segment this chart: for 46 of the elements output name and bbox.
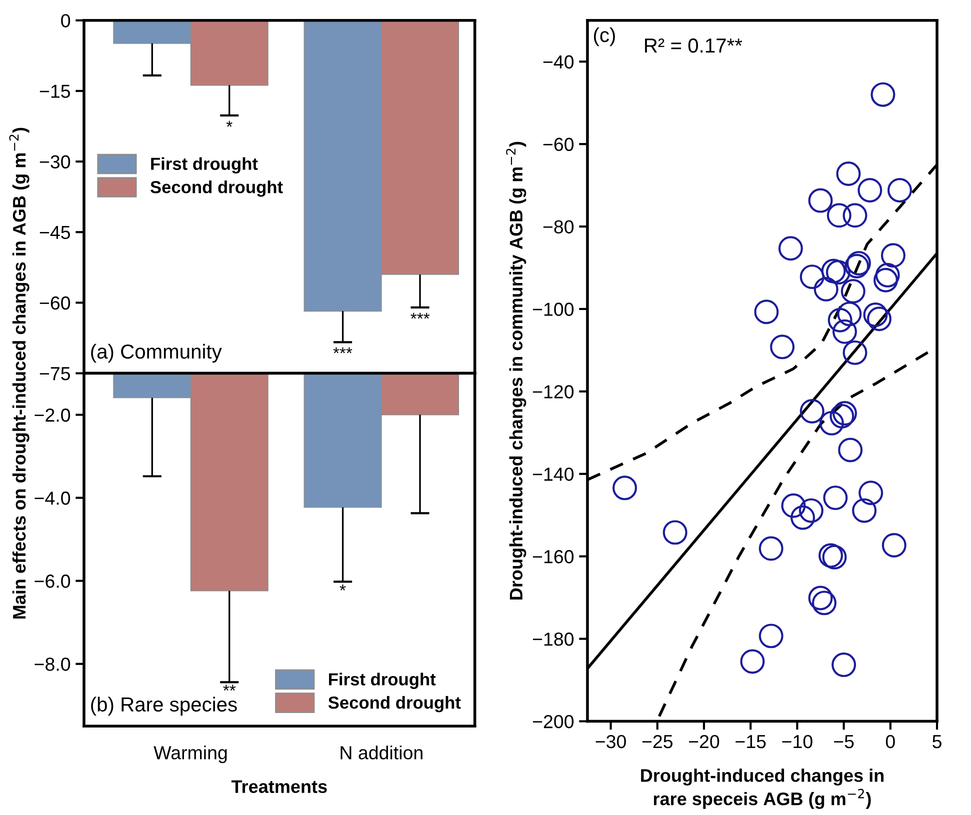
- legend-label: Second drought: [328, 696, 461, 712]
- y-tick-label: −6.0: [34, 574, 70, 588]
- x-tick-label: N addition: [340, 746, 422, 760]
- y-tick-label: −160: [532, 550, 574, 564]
- y-tick-label: −4.0: [34, 492, 70, 505]
- y-tick-label: −120: [532, 385, 574, 398]
- annotation: (b) Rare species: [91, 696, 237, 716]
- legend-label: First drought: [329, 672, 436, 689]
- y-tick-label: −140: [532, 468, 574, 481]
- y-tick-label: −2.0: [34, 408, 70, 422]
- legend-label: First drought: [151, 157, 258, 174]
- y-tick-label: −100: [532, 302, 574, 316]
- y-axis-title: Main effects on drought-induced changes in AGB (g m$^{−2}$): [9, 128, 30, 619]
- y-tick-label: −30: [40, 155, 70, 169]
- annotation: (c): [594, 27, 615, 46]
- y-tick-label: −80: [543, 220, 574, 234]
- y-tick-label: 0: [61, 14, 70, 28]
- y-tick-label: −75: [40, 367, 70, 380]
- y-tick-label: −15: [40, 84, 70, 98]
- y-tick-label: −60: [543, 138, 574, 152]
- y-tick-label: −40: [543, 55, 574, 69]
- x-tick-label: Warming: [154, 746, 227, 764]
- x-tick-label: −15: [736, 735, 766, 748]
- annotation: *: [226, 120, 232, 127]
- annotation: **: [223, 684, 236, 691]
- x-tick-label: −20: [689, 734, 720, 748]
- x-tick-label: 0: [886, 734, 895, 748]
- y-tick-label: −60: [40, 296, 70, 310]
- y-tick-label: −200: [532, 714, 574, 728]
- y-axis-title: Drought-induced changes in community AGB (g m$^{−2}$): [506, 142, 526, 600]
- x-tick-label: −25: [642, 734, 672, 748]
- y-tick-label: −180: [532, 632, 574, 646]
- y-tick-label: −8.0: [34, 658, 70, 671]
- y-tick-label: −45: [40, 226, 70, 240]
- annotation: (a) Community: [91, 344, 222, 363]
- x-tick-label: −5: [834, 735, 854, 748]
- x-axis-title: Treatments: [231, 780, 327, 794]
- x-tick-label: −10: [782, 734, 812, 748]
- x-axis-title: Drought-induced changes in rare speceis AGB (g m$^{−2}$): [641, 768, 884, 809]
- x-tick-label: 5: [932, 735, 942, 748]
- annotation: ***: [410, 312, 430, 319]
- annotation: ***: [333, 347, 352, 354]
- annotation: R² = 0.17**: [645, 38, 742, 53]
- x-tick-label: −30: [596, 734, 626, 748]
- legend-label: Second drought: [150, 180, 283, 197]
- annotation: *: [340, 584, 346, 590]
